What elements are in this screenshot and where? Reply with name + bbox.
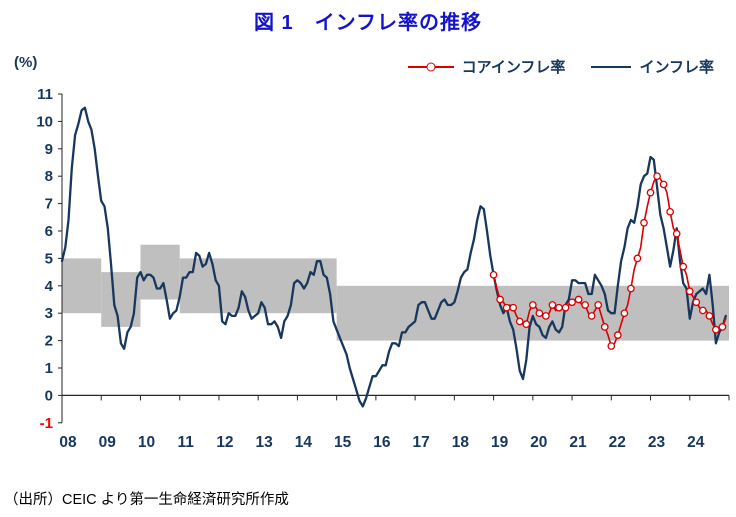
source-note: （出所）CEIC より第一生命経済研究所作成	[4, 492, 289, 508]
y-tick-label: 2	[45, 333, 53, 350]
core-inflation-line-icon	[407, 62, 454, 71]
legend-label-inflation: インフレ率	[639, 59, 714, 76]
core-inflation-marker	[542, 312, 550, 320]
x-tick-label: 21	[569, 434, 587, 451]
y-tick-label: 9	[45, 141, 53, 158]
x-tick-label: 18	[452, 434, 470, 451]
x-tick-label: 20	[530, 434, 547, 451]
core-inflation-marker	[640, 218, 648, 227]
core-inflation-marker	[600, 323, 609, 331]
target-band-segment	[62, 258, 102, 314]
core-inflation-marker	[522, 320, 531, 329]
y-tick-label: 7	[45, 196, 53, 213]
legend-item-inflation: インフレ率	[591, 56, 714, 77]
inflation-line	[60, 106, 727, 408]
x-tick-label: 09	[99, 434, 117, 451]
core-inflation-marker	[627, 284, 635, 293]
core-inflation-marker	[672, 229, 681, 238]
core-inflation-marker	[535, 309, 544, 318]
core-inflation-marker	[679, 262, 688, 271]
core-inflation-marker	[581, 301, 589, 309]
x-tick-label: 13	[256, 434, 274, 451]
inflation-line-icon	[591, 65, 632, 68]
core-inflation-marker	[489, 270, 498, 279]
core-inflation-marker	[712, 325, 720, 334]
x-tick-label: 24	[687, 434, 705, 451]
core-inflation-marker	[509, 303, 518, 312]
core-inflation-marker	[568, 298, 576, 307]
target-band-segment	[179, 258, 337, 314]
open-circle-marker-icon	[426, 62, 436, 71]
legend-label-core-inflation: コアインフレ率	[461, 59, 566, 76]
core-inflation-marker	[646, 188, 655, 197]
core-inflation-marker	[528, 301, 537, 309]
y-tick-label: 11	[37, 86, 53, 103]
target-band-segment	[140, 244, 180, 300]
core-inflation-marker	[659, 180, 668, 189]
core-inflation-marker	[515, 317, 524, 326]
core-inflation-marker	[613, 331, 622, 339]
x-tick-label: 23	[648, 434, 666, 451]
x-tick-label: 14	[295, 434, 313, 451]
x-tick-label: 15	[334, 434, 352, 451]
y-tick-label: 0	[45, 387, 53, 404]
core-inflation-marker	[666, 207, 674, 216]
core-inflation-marker	[607, 342, 616, 350]
x-tick-label: 11	[178, 434, 195, 451]
chart-legend: コアインフレ率 インフレ率	[407, 56, 714, 77]
core-inflation-marker	[574, 295, 583, 304]
core-inflation-marker	[548, 301, 557, 309]
chart-title: 図 1 インフレ率の推移	[253, 12, 483, 34]
x-tick-label: 19	[491, 434, 509, 451]
core-inflation-marker	[653, 172, 661, 181]
x-tick-label: 17	[412, 434, 429, 451]
core-inflation-marker	[685, 287, 694, 296]
core-inflation-marker	[698, 306, 707, 315]
core-inflation-marker	[718, 323, 727, 331]
y-axis-unit-label: (%)	[14, 54, 38, 71]
core-inflation-marker	[594, 301, 603, 309]
legend-item-core-inflation: コアインフレ率	[407, 56, 566, 77]
x-tick-label: 22	[609, 434, 626, 451]
core-inflation-marker	[620, 309, 629, 318]
y-tick-label: 4	[45, 278, 54, 295]
core-inflation-marker	[587, 312, 596, 320]
y-tick-label: 6	[45, 223, 53, 240]
y-tick-label: 5	[45, 250, 53, 267]
x-tick-label: 08	[59, 434, 77, 451]
x-tick-label: 12	[216, 434, 233, 451]
y-tick-label: 8	[45, 168, 53, 185]
y-tick-label: 1	[45, 360, 53, 377]
y-tick-label: 10	[36, 113, 53, 130]
y-tick-label: 3	[45, 305, 53, 322]
core-inflation-marker	[705, 312, 714, 320]
core-inflation-marker	[502, 303, 511, 312]
core-inflation-marker	[633, 254, 642, 263]
x-tick-label: 10	[138, 434, 155, 451]
core-inflation-marker	[555, 303, 563, 312]
core-inflation-marker	[496, 295, 504, 304]
core-inflation-marker	[692, 298, 701, 307]
x-tick-label: 16	[373, 434, 391, 451]
target-band-segment	[336, 285, 729, 341]
y-tick-label: -1	[40, 415, 53, 432]
core-inflation-marker	[561, 303, 570, 312]
